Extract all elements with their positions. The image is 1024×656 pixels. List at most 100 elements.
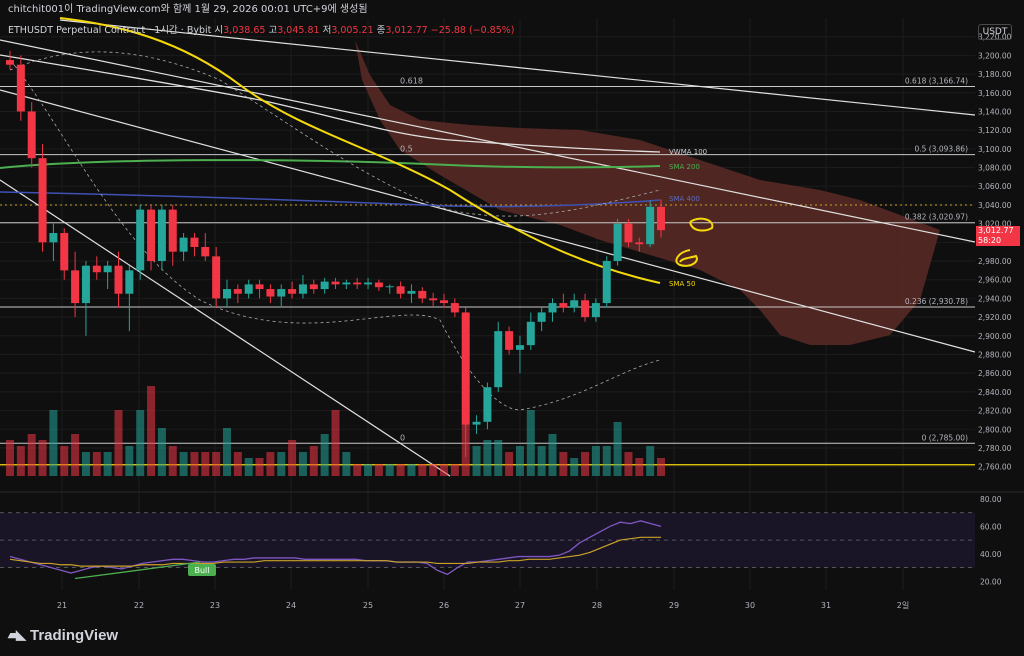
price-axis-bg (975, 18, 1024, 613)
volume-bar (212, 452, 221, 476)
close-value: 3,012.77 (385, 25, 428, 36)
fib-level-label: 0.5 (3,093.86) (914, 145, 968, 154)
volume-bar (613, 422, 622, 476)
fib-level-label: 0.382 (3,020.97) (905, 213, 968, 222)
candle-body (440, 300, 448, 304)
high-label: 고 (268, 25, 278, 36)
candle-body (288, 289, 297, 294)
volume-bar (353, 464, 362, 476)
last-price-tag: 3,012.77 58:20 (976, 226, 1020, 246)
price-tick-label: 3,140.00 (978, 107, 1012, 116)
price-tick-label: 2,940.00 (978, 294, 1012, 303)
volume-bar (396, 464, 405, 476)
candle-body (60, 232, 69, 271)
candle-body (16, 64, 25, 112)
volume-bar (646, 446, 655, 476)
price-tick-label: 2,960.00 (978, 276, 1012, 285)
candle-body (81, 265, 90, 304)
trend-line (0, 39, 976, 243)
candle-body (6, 60, 14, 65)
vwma-label: VWMA 100 (669, 148, 707, 156)
candle-body (461, 312, 470, 425)
candle-body (342, 282, 351, 285)
low-value: 3,005.21 (331, 25, 374, 36)
volume-bar (657, 458, 665, 476)
bull-divergence-label: Bull (194, 566, 209, 575)
volume-bar (309, 446, 318, 476)
candle-body (147, 209, 156, 262)
logo-text: TradingView (30, 626, 119, 644)
candle-body (548, 303, 557, 313)
volume-bar (570, 458, 579, 476)
candle-body (168, 209, 177, 252)
candle-body (27, 111, 36, 159)
sma50-line (59, 17, 661, 284)
cloud-area (355, 40, 940, 345)
annotation-circle (689, 217, 714, 232)
candle-body (71, 270, 80, 304)
price-tick-label: 3,040.00 (978, 201, 1012, 210)
volume-bar (49, 410, 58, 476)
candle-body (136, 209, 145, 271)
candle-body (364, 282, 373, 285)
rsi-tick-label: 60.00 (980, 522, 1002, 531)
candle-body (114, 265, 123, 294)
close-label: 종 (376, 25, 386, 36)
volume-bar (342, 452, 351, 476)
candle-body (266, 289, 275, 297)
candle-body (450, 303, 459, 313)
candle-body (212, 256, 221, 299)
volume-bar (266, 452, 275, 476)
volume-bar (201, 452, 210, 476)
candle-body (407, 290, 416, 294)
price-tick-label: 3,180.00 (978, 70, 1012, 79)
volume-bar (364, 464, 373, 476)
volume-bar (16, 446, 25, 476)
currency-button[interactable]: USDT (978, 24, 1012, 40)
volume-bar (223, 428, 231, 476)
fib-level-label: 0.618 (3,166.74) (905, 76, 968, 85)
rsi-ma-line (9, 536, 661, 567)
price-tick-label: 2,840.00 (978, 388, 1012, 397)
volume-bar (255, 458, 264, 476)
price-tick-label: 3,160.00 (978, 89, 1012, 98)
time-tick-label: 21 (57, 601, 67, 610)
candle-body (646, 206, 655, 245)
candle-body (505, 331, 514, 350)
time-tick-label: 30 (745, 601, 755, 610)
price-tick-label: 2,900.00 (978, 332, 1012, 341)
tradingview-logo[interactable]: ▰◣ TradingView (8, 626, 118, 644)
candle-body (320, 281, 329, 290)
candle-body (233, 289, 242, 294)
time-tick-label: 25 (363, 601, 373, 610)
candle-body (537, 312, 546, 322)
fib-inline-label: 0.5 (400, 145, 413, 154)
candle-body (190, 237, 199, 247)
candle-body (92, 265, 101, 273)
volume-bar (244, 458, 253, 476)
price-tick-label: 3,220.00 (978, 33, 1012, 42)
candle-body (353, 282, 362, 285)
band-upper-line (9, 51, 661, 217)
volume-bar (114, 410, 123, 476)
rsi-tick-label: 20.00 (980, 577, 1002, 586)
candle-body (385, 286, 394, 288)
time-tick-label: 23 (210, 601, 220, 610)
time-tick-label: 29 (669, 601, 679, 610)
time-tick-label: 2일 (897, 601, 909, 610)
candle-body (472, 421, 481, 425)
fib-level-label: 0.236 (2,930.78) (905, 297, 968, 306)
volume-bar (81, 452, 90, 476)
volume-bar (331, 410, 340, 476)
volume-bar (38, 440, 47, 476)
candle-body (223, 289, 231, 299)
bull-label-bg (188, 564, 216, 577)
symbol-name: ETHUSDT Perpetual Contract · 1시간 · Bybit (8, 25, 212, 36)
volume-bar (505, 452, 514, 476)
volume-bar (472, 446, 481, 476)
time-tick-label: 26 (439, 601, 449, 610)
volume-bar (559, 452, 568, 476)
bull-divergence-line (74, 561, 201, 580)
candle-body (429, 298, 438, 301)
